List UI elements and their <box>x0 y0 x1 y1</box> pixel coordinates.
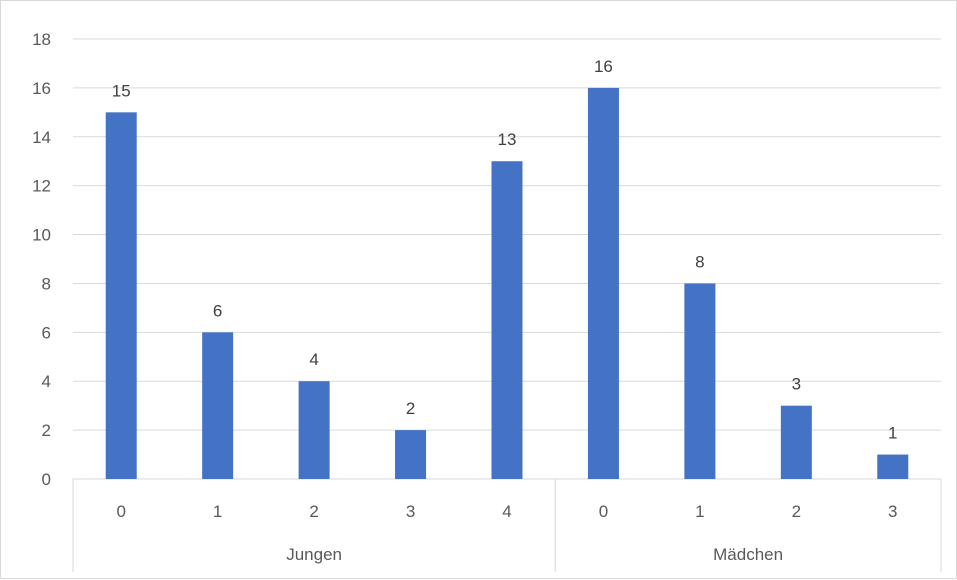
y-tick-label: 18 <box>32 30 51 49</box>
bar <box>395 430 427 479</box>
y-tick-label: 8 <box>42 274 51 293</box>
y-tick-label: 4 <box>42 372 51 391</box>
data-label: 1 <box>888 424 897 443</box>
x-tick-label: 0 <box>599 502 608 521</box>
y-tick-label: 0 <box>42 470 51 489</box>
data-label: 15 <box>112 81 131 100</box>
data-label: 2 <box>406 399 415 418</box>
data-labels: 15 6 4 2 13 16 8 3 1 <box>112 57 898 443</box>
bar <box>684 283 716 479</box>
bar <box>877 454 909 479</box>
x-tick-label: 2 <box>792 502 801 521</box>
x-tick-label: 4 <box>502 502 511 521</box>
y-tick-label: 10 <box>32 226 51 245</box>
x-tick-label: 3 <box>888 502 897 521</box>
bar <box>202 332 234 479</box>
data-label: 8 <box>695 252 704 271</box>
x-tick-label: 2 <box>309 502 318 521</box>
bars <box>105 87 909 479</box>
group-label: Jungen <box>286 545 342 564</box>
x-tick-label: 0 <box>116 502 125 521</box>
bar <box>298 381 330 479</box>
group-label: Mädchen <box>713 545 783 564</box>
bar <box>780 405 812 479</box>
x-tick-label: 1 <box>213 502 222 521</box>
y-tick-label: 6 <box>42 323 51 342</box>
data-label: 3 <box>792 375 801 394</box>
y-tick-label: 16 <box>32 79 51 98</box>
data-label: 16 <box>594 57 613 76</box>
data-label: 6 <box>213 301 222 320</box>
y-tick-label: 2 <box>42 421 51 440</box>
x-tick-label: 1 <box>695 502 704 521</box>
y-tick-label: 12 <box>32 177 51 196</box>
x-tick-label: 3 <box>406 502 415 521</box>
bar <box>587 87 619 479</box>
bar <box>491 161 523 479</box>
data-label: 13 <box>498 130 517 149</box>
bar <box>105 112 137 479</box>
y-tick-label: 14 <box>32 128 51 147</box>
data-label: 4 <box>309 350 318 369</box>
